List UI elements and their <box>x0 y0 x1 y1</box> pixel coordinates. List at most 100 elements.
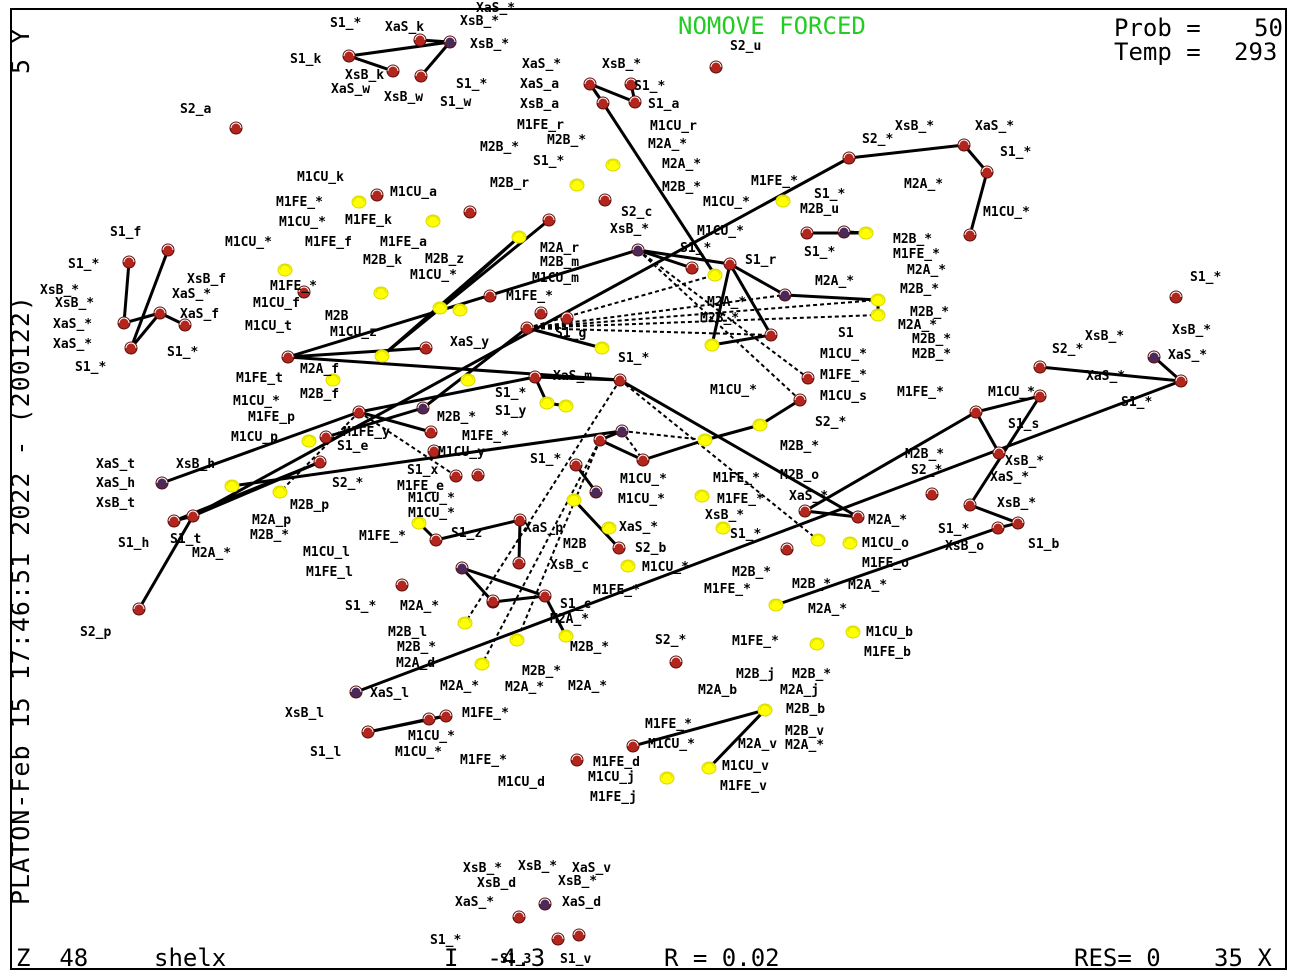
atom[interactable] <box>701 761 717 775</box>
atom[interactable] <box>980 165 994 179</box>
atom[interactable] <box>566 493 582 507</box>
atom[interactable] <box>659 771 675 785</box>
atom[interactable] <box>837 225 851 239</box>
atom[interactable] <box>429 533 443 547</box>
atom[interactable] <box>281 350 295 364</box>
atom[interactable] <box>443 35 457 49</box>
atom[interactable] <box>992 446 1006 460</box>
atom[interactable] <box>272 485 288 499</box>
atom[interactable] <box>752 418 768 432</box>
atom[interactable] <box>463 205 477 219</box>
atom[interactable] <box>413 33 427 47</box>
atom[interactable] <box>560 311 574 325</box>
atom[interactable] <box>764 328 778 342</box>
atom[interactable] <box>422 712 436 726</box>
atom[interactable] <box>624 77 638 91</box>
atom[interactable] <box>512 556 526 570</box>
atom[interactable] <box>455 561 469 575</box>
atom[interactable] <box>1033 389 1047 403</box>
atom[interactable] <box>124 341 138 355</box>
atom[interactable] <box>1169 290 1183 304</box>
atom[interactable] <box>474 657 490 671</box>
atom[interactable] <box>395 578 409 592</box>
atom[interactable] <box>793 393 807 407</box>
atom[interactable] <box>432 301 448 315</box>
atom[interactable] <box>757 703 773 717</box>
atom[interactable] <box>538 897 552 911</box>
atom[interactable] <box>427 444 441 458</box>
atom[interactable] <box>612 541 626 555</box>
atom[interactable] <box>370 188 384 202</box>
atom[interactable] <box>697 433 713 447</box>
atom[interactable] <box>991 521 1005 535</box>
atom[interactable] <box>538 589 552 603</box>
atom[interactable] <box>768 598 784 612</box>
atom[interactable] <box>613 373 627 387</box>
atom[interactable] <box>342 49 356 63</box>
atom[interactable] <box>132 602 146 616</box>
atom[interactable] <box>858 226 874 240</box>
atom[interactable] <box>386 64 400 78</box>
atom[interactable] <box>325 373 341 387</box>
atom[interactable] <box>963 228 977 242</box>
atom[interactable] <box>605 158 621 172</box>
atom[interactable] <box>471 468 485 482</box>
atom[interactable] <box>723 257 737 271</box>
atom[interactable] <box>349 685 363 699</box>
atom[interactable] <box>570 753 584 767</box>
atom[interactable] <box>373 286 389 300</box>
atom[interactable] <box>780 542 794 556</box>
atom[interactable] <box>319 430 333 444</box>
atom[interactable] <box>117 316 131 330</box>
atom[interactable] <box>636 453 650 467</box>
atom[interactable] <box>569 458 583 472</box>
atom[interactable] <box>596 96 610 110</box>
atom[interactable] <box>593 433 607 447</box>
atom[interactable] <box>551 932 565 946</box>
atom[interactable] <box>594 341 610 355</box>
atom[interactable] <box>601 521 617 535</box>
atom[interactable] <box>558 399 574 413</box>
atom[interactable] <box>167 514 181 528</box>
atom[interactable] <box>615 424 629 438</box>
atom[interactable] <box>626 739 640 753</box>
atom[interactable] <box>775 194 791 208</box>
atom[interactable] <box>425 214 441 228</box>
atom[interactable] <box>542 213 556 227</box>
atom[interactable] <box>842 536 858 550</box>
atom[interactable] <box>511 230 527 244</box>
atom[interactable] <box>925 487 939 501</box>
atom[interactable] <box>528 370 542 384</box>
atom[interactable] <box>1011 516 1025 530</box>
atom[interactable] <box>539 396 555 410</box>
atom[interactable] <box>842 151 856 165</box>
atom[interactable] <box>351 195 367 209</box>
atom[interactable] <box>512 910 526 924</box>
atom[interactable] <box>449 469 463 483</box>
atom[interactable] <box>957 138 971 152</box>
atom[interactable] <box>685 261 699 275</box>
atom[interactable] <box>224 479 240 493</box>
atom[interactable] <box>1174 374 1188 388</box>
atom[interactable] <box>297 285 311 299</box>
atom[interactable] <box>778 288 792 302</box>
atom[interactable] <box>416 401 430 415</box>
atom[interactable] <box>851 510 865 524</box>
atom[interactable] <box>411 516 427 530</box>
atom[interactable] <box>715 521 731 535</box>
atom[interactable] <box>122 255 136 269</box>
atom[interactable] <box>598 193 612 207</box>
atom[interactable] <box>424 425 438 439</box>
atom[interactable] <box>572 928 586 942</box>
atom[interactable] <box>361 725 375 739</box>
atom[interactable] <box>520 321 534 335</box>
atom[interactable] <box>963 498 977 512</box>
atom[interactable] <box>374 349 390 363</box>
atom[interactable] <box>558 629 574 643</box>
atom[interactable] <box>1033 360 1047 374</box>
atom[interactable] <box>628 95 642 109</box>
atom[interactable] <box>161 243 175 257</box>
atom[interactable] <box>800 226 814 240</box>
atom[interactable] <box>534 306 548 320</box>
